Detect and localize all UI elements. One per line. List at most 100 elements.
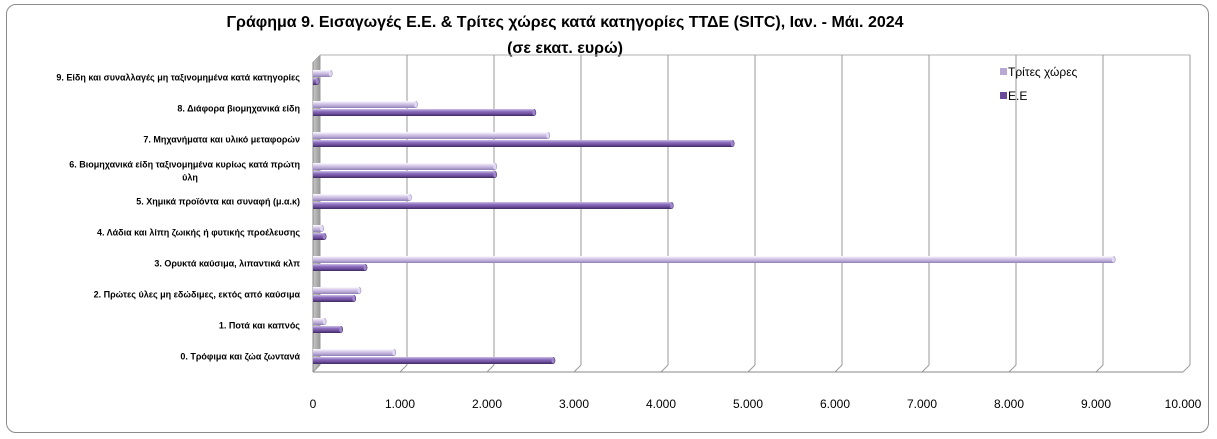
- bar-5-third-countries: [313, 225, 324, 232]
- bar-body: [313, 357, 554, 364]
- bar-end-highlight: [493, 171, 497, 178]
- bar-body: [313, 349, 394, 356]
- bar-end-highlight: [357, 287, 361, 294]
- bar-end-highlight: [407, 194, 412, 201]
- gridline-depth: [1008, 364, 1017, 373]
- bar-4-third-countries: [313, 194, 412, 201]
- chart-title: Γράφημα 9. Εισαγωγές Ε.Ε. & Τρίτες χώρες…: [226, 14, 904, 31]
- x-tick-label: 0: [310, 397, 317, 411]
- bar-end-highlight: [669, 202, 674, 209]
- bar-8-third-countries: [313, 318, 327, 325]
- chart-subtitle: (σε εκατ. ευρώ): [507, 40, 623, 57]
- gridline-depth: [312, 364, 321, 373]
- x-tick-label: 6.000: [820, 397, 850, 411]
- gridline-depth: [660, 364, 669, 373]
- bar-end-highlight: [392, 349, 396, 356]
- bar-body: [313, 287, 360, 294]
- bar-6-third-countries: [313, 256, 1116, 263]
- bar-end-highlight: [315, 78, 319, 85]
- bar-2-third-countries: [313, 132, 551, 139]
- x-tick-label: 9.000: [1081, 397, 1111, 411]
- bar-end-highlight: [1111, 256, 1115, 263]
- bar-body: [313, 109, 534, 116]
- legend-label: Ε.Ε: [1008, 89, 1027, 103]
- category-label: 2. Πρώτες ύλες μη εδώδιμες, εκτός από κα…: [94, 290, 301, 300]
- category-label: 1. Ποτά και καπνός: [219, 321, 300, 331]
- bar-4-eu: [313, 202, 674, 209]
- bar-7-third-countries: [313, 287, 362, 294]
- x-tick-label: 10.000: [1165, 397, 1202, 411]
- bar-end-highlight: [532, 109, 536, 116]
- bar-0-eu: [313, 78, 320, 85]
- x-tick-label: 1.000: [385, 397, 415, 411]
- bar-body: [313, 70, 331, 77]
- category-label: 5. Χημικά προϊόντα και συναφή (μ.α.κ): [136, 197, 300, 207]
- category-label: 3. Ορυκτά καύσιμα, λιπαντικά κλπ: [154, 259, 300, 269]
- gridline-depth: [1095, 364, 1104, 373]
- category-label: 7. Μηχανήματα και υλικό μεταφορών: [143, 135, 300, 145]
- bar-end-highlight: [322, 233, 326, 240]
- gridline-depth: [1182, 364, 1191, 373]
- bar-3-third-countries: [313, 163, 498, 170]
- gridline-depth: [399, 364, 408, 373]
- bar-body: [313, 132, 548, 139]
- bar-9-third-countries: [313, 349, 397, 356]
- category-label: 9. Είδη και συναλλαγές μη ταξινομημένα κ…: [56, 73, 300, 83]
- bar-8-eu: [313, 326, 344, 333]
- legend-swatch: [1000, 68, 1007, 75]
- bar-end-highlight: [414, 101, 418, 108]
- x-tick-label: 5.000: [733, 397, 763, 411]
- bar-body: [313, 194, 410, 201]
- bar-body: [313, 163, 495, 170]
- legend-label: Τρίτες χώρες: [1008, 65, 1078, 79]
- bar-body: [313, 264, 366, 271]
- gridline-depth: [573, 364, 582, 373]
- bar-body: [313, 256, 1114, 263]
- bar-2-eu: [313, 140, 735, 147]
- legend-swatch: [1000, 92, 1007, 99]
- bar-5-eu: [313, 233, 327, 240]
- bar-0-third-countries: [313, 70, 333, 77]
- bar-end-highlight: [320, 225, 324, 232]
- bar-9-eu: [313, 357, 556, 364]
- bar-body: [313, 233, 325, 240]
- category-label: 6. Βιομηχανικά είδη ταξινομημένα κυρίως …: [69, 160, 300, 183]
- gridline-depth: [834, 364, 843, 373]
- bar-end-highlight: [730, 140, 734, 147]
- bar-1-third-countries: [313, 101, 418, 108]
- bar-body: [313, 318, 325, 325]
- bar-body: [313, 171, 495, 178]
- bar-end-highlight: [352, 295, 356, 302]
- bar-body: [313, 326, 341, 333]
- bar-body: [313, 225, 322, 232]
- x-tick-label: 3.000: [559, 397, 589, 411]
- bar-end-highlight: [363, 264, 367, 271]
- bar-7-eu: [313, 295, 357, 302]
- x-tick-label: 7.000: [907, 397, 937, 411]
- category-label: 4. Λάδια και λίπη ζωικής ή φυτικής προέλ…: [97, 228, 300, 238]
- bar-end-highlight: [322, 318, 326, 325]
- bar-body: [313, 202, 672, 209]
- bar-end-highlight: [546, 132, 550, 139]
- bar-end-highlight: [339, 326, 343, 333]
- bar-1-eu: [313, 109, 537, 116]
- bar-end-highlight: [328, 70, 332, 77]
- gridline-depth: [921, 364, 930, 373]
- bar-end-highlight: [551, 357, 555, 364]
- x-tick-label: 4.000: [646, 397, 676, 411]
- bar-body: [313, 78, 318, 85]
- x-tick-label: 2.000: [472, 397, 502, 411]
- bar-end-highlight: [493, 163, 497, 170]
- category-label: 0. Τρόφιμα και ζώα ζωντανά: [180, 352, 300, 362]
- bar-body: [313, 295, 354, 302]
- gridline-depth: [486, 364, 495, 373]
- bar-body: [313, 140, 733, 147]
- chart-frame: [6, 4, 1209, 433]
- category-label: 8. Διάφορα βιομηχανικά είδη: [177, 104, 300, 114]
- x-tick-label: 8.000: [994, 397, 1024, 411]
- bar-body: [313, 101, 416, 108]
- gridline-depth: [747, 364, 756, 373]
- bar-6-eu: [313, 264, 368, 271]
- bar-3-eu: [313, 171, 498, 178]
